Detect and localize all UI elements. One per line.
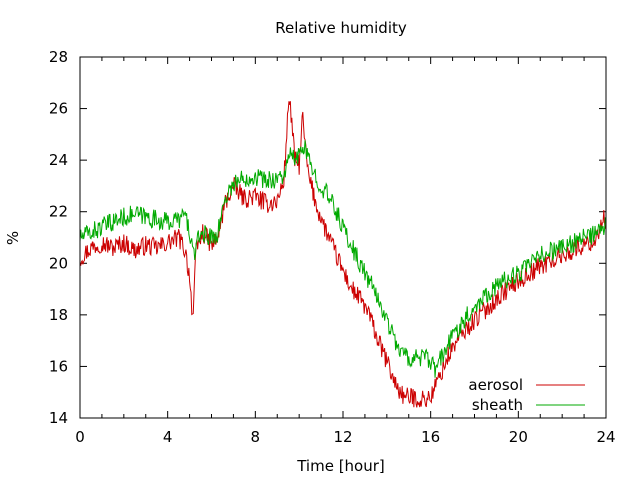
series-line-aerosol [79, 101, 607, 408]
y-tick-label: 28 [49, 48, 68, 66]
x-axis-label: Time [hour] [296, 457, 385, 475]
plot-frame [79, 56, 607, 419]
y-tick-label: 18 [49, 306, 68, 324]
legend-label-aerosol: aerosol [468, 376, 523, 394]
x-tick-label: 16 [421, 428, 440, 446]
y-tick-label: 22 [49, 203, 68, 221]
x-tick-label: 4 [163, 428, 173, 446]
y-tick-label: 20 [49, 254, 68, 272]
x-tick-label: 24 [596, 428, 615, 446]
x-tick-label: 0 [75, 428, 85, 446]
y-tick-label: 14 [49, 409, 68, 427]
x-tick-label: 20 [509, 428, 528, 446]
y-axis-label: % [4, 231, 22, 245]
plot-area [79, 101, 607, 408]
y-tick-label: 26 [49, 100, 68, 118]
y-tick-label: 24 [49, 151, 68, 169]
legend: aerosol sheath [468, 376, 585, 414]
chart-title: Relative humidity [275, 19, 407, 37]
x-tick-label: 8 [251, 428, 261, 446]
axis-ticks: 0 4 8 12 16 20 24 14 16 18 20 22 24 26 28 [49, 48, 616, 446]
series-line-sheath [79, 140, 607, 378]
legend-label-sheath: sheath [472, 396, 523, 414]
y-tick-label: 16 [49, 357, 68, 375]
x-tick-label: 12 [333, 428, 352, 446]
